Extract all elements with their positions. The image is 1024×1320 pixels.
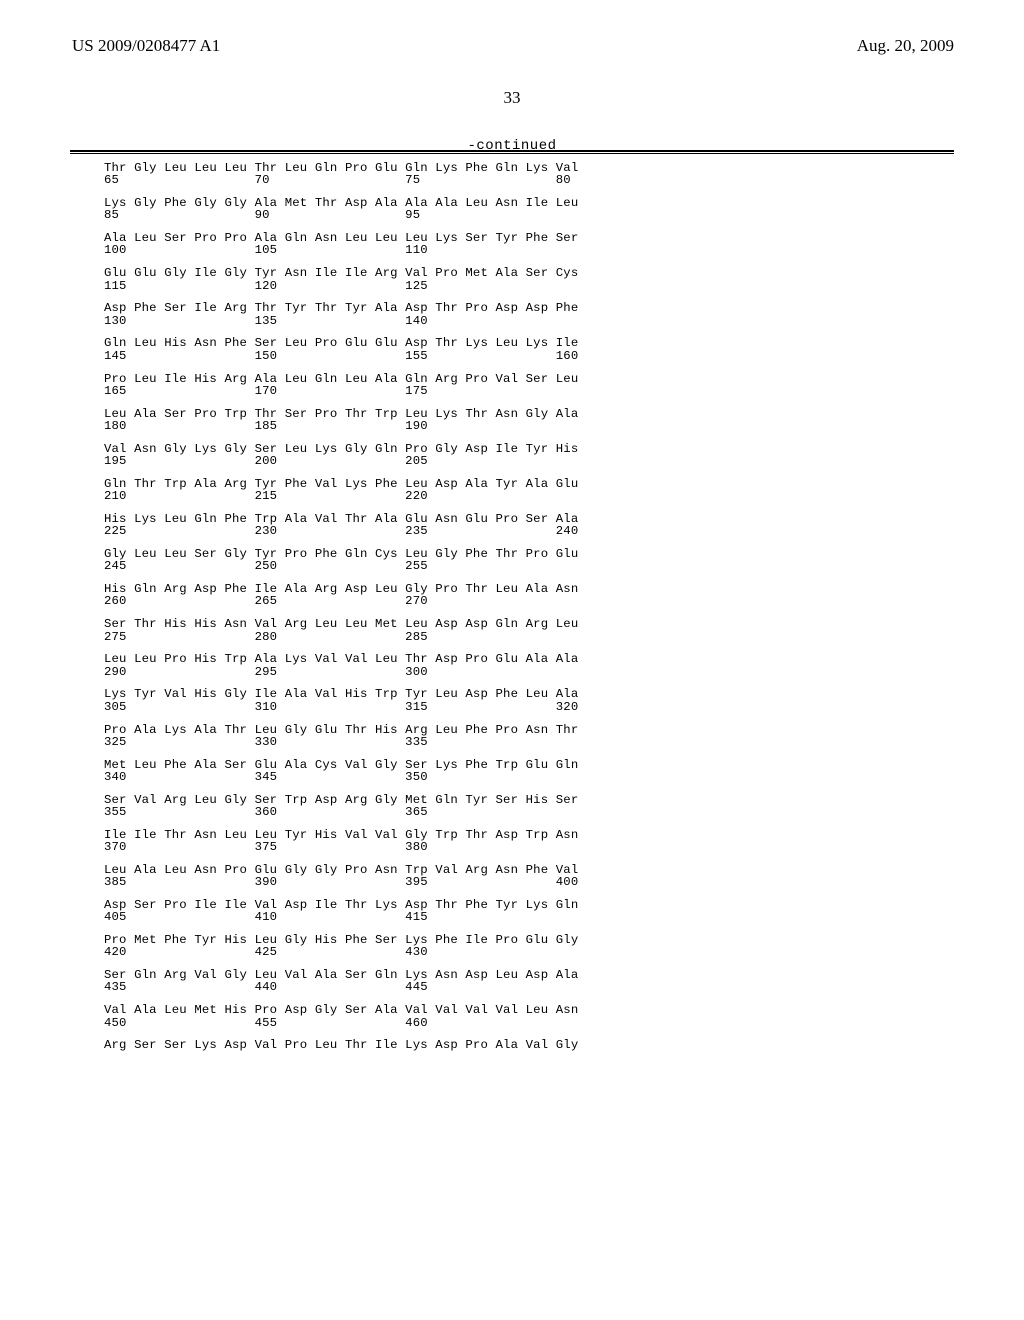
position-numbers-line: 180 185 190	[104, 420, 578, 432]
sequence-block: His Gln Arg Asp Phe Ile Ala Arg Asp Leu …	[104, 583, 578, 608]
sequence-block: Pro Leu Ile His Arg Ala Leu Gln Leu Ala …	[104, 373, 578, 398]
sequence-block: Arg Ser Ser Lys Asp Val Pro Leu Thr Ile …	[104, 1039, 578, 1051]
position-numbers-line: 435 440 445	[104, 981, 578, 993]
amino-acid-line: Leu Leu Pro His Trp Ala Lys Val Val Leu …	[104, 653, 578, 665]
header-date: Aug. 20, 2009	[857, 36, 954, 56]
sequence-block: Leu Ala Ser Pro Trp Thr Ser Pro Thr Trp …	[104, 408, 578, 433]
sequence-block: Ser Thr His His Asn Val Arg Leu Leu Met …	[104, 618, 578, 643]
sequence-block: Asp Phe Ser Ile Arg Thr Tyr Thr Tyr Ala …	[104, 302, 578, 327]
position-numbers-line: 325 330 335	[104, 736, 578, 748]
sequence-block: Leu Leu Pro His Trp Ala Lys Val Val Leu …	[104, 653, 578, 678]
amino-acid-line: Pro Leu Ile His Arg Ala Leu Gln Leu Ala …	[104, 373, 578, 385]
position-numbers-line: 420 425 430	[104, 946, 578, 958]
amino-acid-line: Val Ala Leu Met His Pro Asp Gly Ser Ala …	[104, 1004, 578, 1016]
sequence-block: Pro Met Phe Tyr His Leu Gly His Phe Ser …	[104, 934, 578, 959]
position-numbers-line: 370 375 380	[104, 841, 578, 853]
sequence-block: Gln Leu His Asn Phe Ser Leu Pro Glu Glu …	[104, 337, 578, 362]
sequence-block: Ala Leu Ser Pro Pro Ala Gln Asn Leu Leu …	[104, 232, 578, 257]
position-numbers-line: 290 295 300	[104, 666, 578, 678]
position-numbers-line: 195 200 205	[104, 455, 578, 467]
position-numbers-line: 340 345 350	[104, 771, 578, 783]
amino-acid-line: Ser Thr His His Asn Val Arg Leu Leu Met …	[104, 618, 578, 630]
sequence-block: Thr Gly Leu Leu Leu Thr Leu Gln Pro Glu …	[104, 162, 578, 187]
position-numbers-line: 65 70 75 80	[104, 174, 578, 186]
sequence-block: Ser Gln Arg Val Gly Leu Val Ala Ser Gln …	[104, 969, 578, 994]
position-numbers-line: 385 390 395 400	[104, 876, 578, 888]
amino-acid-line: Pro Ala Lys Ala Thr Leu Gly Glu Thr His …	[104, 724, 578, 736]
header-patent-id: US 2009/0208477 A1	[72, 36, 220, 56]
horizontal-rule	[70, 150, 954, 154]
sequence-block: Lys Tyr Val His Gly Ile Ala Val His Trp …	[104, 688, 578, 713]
position-numbers-line: 305 310 315 320	[104, 701, 578, 713]
position-numbers-line: 225 230 235 240	[104, 525, 578, 537]
page-number: 33	[0, 88, 1024, 108]
sequence-listing: Thr Gly Leu Leu Leu Thr Leu Gln Pro Glu …	[104, 162, 578, 1062]
amino-acid-line: Gln Leu His Asn Phe Ser Leu Pro Glu Glu …	[104, 337, 578, 349]
sequence-block: Ile Ile Thr Asn Leu Leu Tyr His Val Val …	[104, 829, 578, 854]
position-numbers-line: 115 120 125	[104, 280, 578, 292]
position-numbers-line: 130 135 140	[104, 315, 578, 327]
amino-acid-line: Glu Glu Gly Ile Gly Tyr Asn Ile Ile Arg …	[104, 267, 578, 279]
sequence-block: Met Leu Phe Ala Ser Glu Ala Cys Val Gly …	[104, 759, 578, 784]
amino-acid-line: Asp Phe Ser Ile Arg Thr Tyr Thr Tyr Ala …	[104, 302, 578, 314]
position-numbers-line: 245 250 255	[104, 560, 578, 572]
position-numbers-line: 260 265 270	[104, 595, 578, 607]
sequence-block: Pro Ala Lys Ala Thr Leu Gly Glu Thr His …	[104, 724, 578, 749]
sequence-block: Asp Ser Pro Ile Ile Val Asp Ile Thr Lys …	[104, 899, 578, 924]
sequence-block: His Lys Leu Gln Phe Trp Ala Val Thr Ala …	[104, 513, 578, 538]
position-numbers-line: 100 105 110	[104, 244, 578, 256]
position-numbers-line: 450 455 460	[104, 1017, 578, 1029]
amino-acid-line: Arg Ser Ser Lys Asp Val Pro Leu Thr Ile …	[104, 1039, 578, 1051]
sequence-block: Gly Leu Leu Ser Gly Tyr Pro Phe Gln Cys …	[104, 548, 578, 573]
sequence-block: Ser Val Arg Leu Gly Ser Trp Asp Arg Gly …	[104, 794, 578, 819]
page: US 2009/0208477 A1 Aug. 20, 2009 33 -con…	[0, 0, 1024, 1320]
position-numbers-line: 85 90 95	[104, 209, 578, 221]
position-numbers-line: 165 170 175	[104, 385, 578, 397]
position-numbers-line: 145 150 155 160	[104, 350, 578, 362]
sequence-block: Lys Gly Phe Gly Gly Ala Met Thr Asp Ala …	[104, 197, 578, 222]
sequence-block: Val Asn Gly Lys Gly Ser Leu Lys Gly Gln …	[104, 443, 578, 468]
position-numbers-line: 355 360 365	[104, 806, 578, 818]
sequence-block: Val Ala Leu Met His Pro Asp Gly Ser Ala …	[104, 1004, 578, 1029]
sequence-block: Glu Glu Gly Ile Gly Tyr Asn Ile Ile Arg …	[104, 267, 578, 292]
position-numbers-line: 405 410 415	[104, 911, 578, 923]
amino-acid-line: Lys Tyr Val His Gly Ile Ala Val His Trp …	[104, 688, 578, 700]
position-numbers-line: 275 280 285	[104, 631, 578, 643]
position-numbers-line: 210 215 220	[104, 490, 578, 502]
sequence-block: Leu Ala Leu Asn Pro Glu Gly Gly Pro Asn …	[104, 864, 578, 889]
sequence-block: Gln Thr Trp Ala Arg Tyr Phe Val Lys Phe …	[104, 478, 578, 503]
